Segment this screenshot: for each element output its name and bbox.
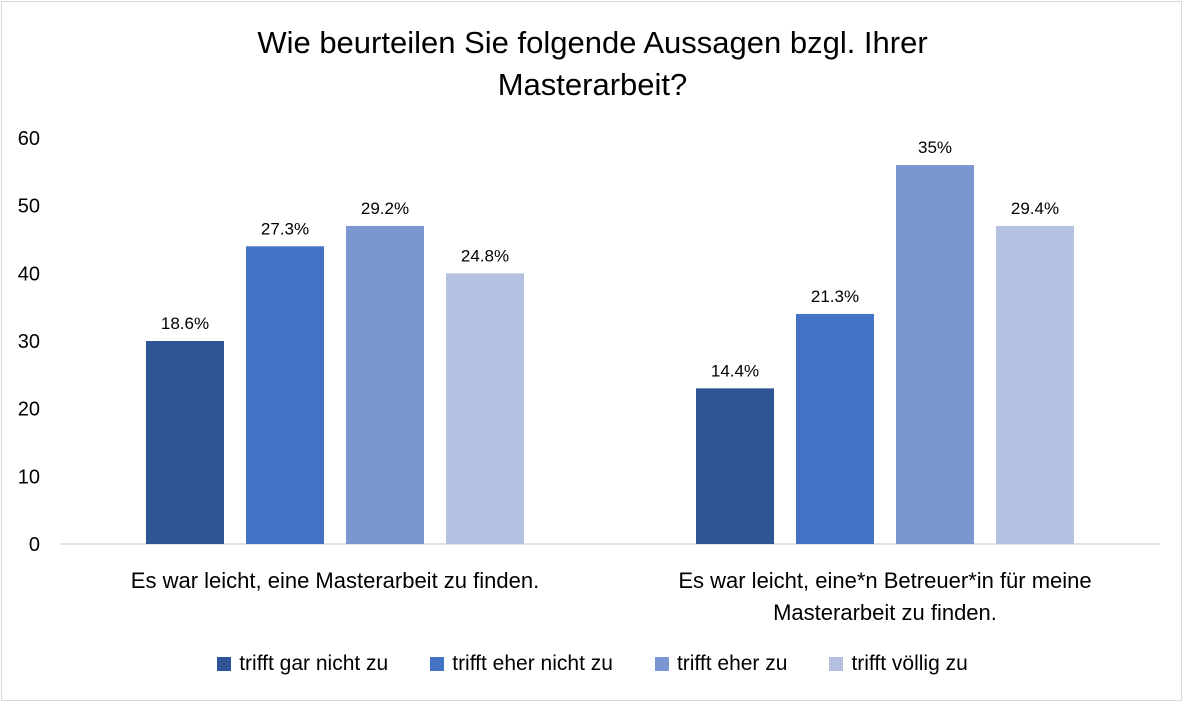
y-tick-label: 20 [18,399,40,421]
y-tick-label: 30 [18,331,40,353]
bar [996,225,1074,544]
y-tick-label: 50 [18,196,40,218]
bar [696,388,774,544]
data-label: 35% [918,138,952,157]
x-category-label: Es war leicht, eine Masterarbeit zu find… [131,568,539,593]
data-label: 27.3% [261,219,309,238]
x-category-label: Masterarbeit zu finden. [773,600,997,625]
y-tick-label: 60 [18,128,40,150]
chart-title-line-2: Masterarbeit? [497,67,688,102]
data-label: 29.2% [361,199,409,218]
chart-title-line-1: Wie beurteilen Sie folgende Aussagen bzg… [257,25,928,60]
bar [796,313,874,544]
legend-label: trifft gar nicht zu [239,652,389,675]
chart-legend: trifft gar nicht zu trifft eher nicht zu t… [0,652,1185,676]
legend-label: trifft völlig zu [851,652,968,675]
data-label: 14.4% [711,361,759,380]
bar [446,273,524,544]
bar [246,246,324,544]
legend-item: trifft gar nicht zu [217,652,388,676]
data-label: 21.3% [811,287,859,306]
legend-swatch [217,657,232,671]
x-category-label: Es war leicht, eine*n Betreuer*in für me… [678,568,1091,593]
legend-label: trifft eher nicht zu [452,652,613,675]
data-label: 24.8% [461,246,509,265]
y-tick-label: 10 [18,466,40,488]
y-tick-label: 0 [29,534,40,556]
legend-item: trifft eher zu [654,652,788,676]
legend-item: trifft eher nicht zu [430,652,613,676]
bar [896,165,974,545]
legend-item: trifft völlig zu [829,652,968,676]
bar [146,341,224,544]
bar [346,225,424,544]
legend-swatch [654,657,669,671]
data-label: 18.6% [161,314,209,333]
legend-label: trifft eher zu [676,652,788,675]
legend-swatch [829,657,844,671]
y-tick-label: 40 [18,263,40,285]
chart-title: Wie beurteilen Sie folgende Aussagen bzg… [0,22,1185,106]
data-label: 29.4% [1011,199,1059,218]
legend-swatch [430,657,445,671]
